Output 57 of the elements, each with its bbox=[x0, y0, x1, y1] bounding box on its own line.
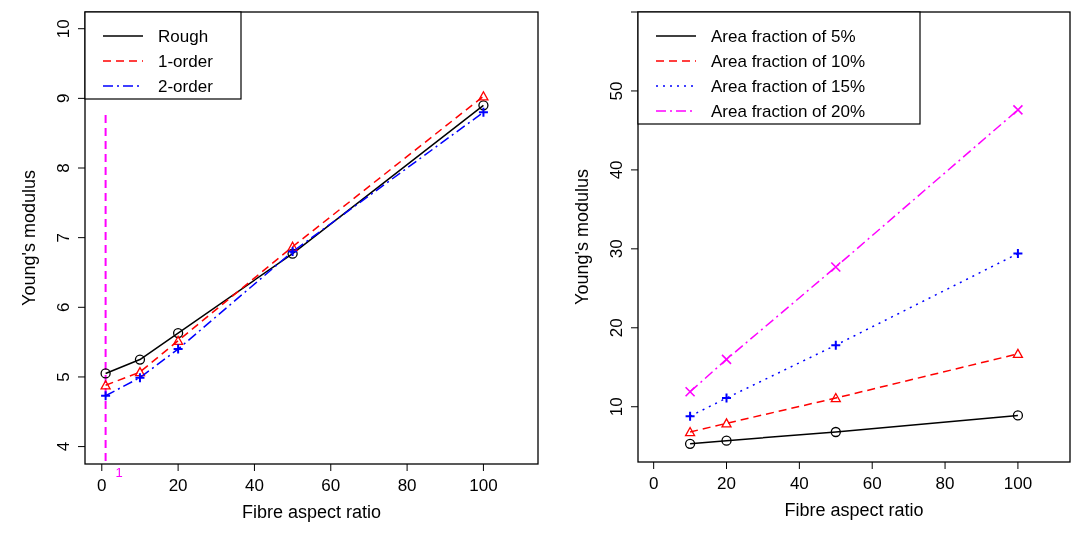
y-tick-label: 8 bbox=[54, 163, 73, 173]
point bbox=[684, 386, 696, 398]
y-axis-title: Young's modulus bbox=[572, 169, 592, 305]
point bbox=[721, 418, 732, 428]
y-tick-label: 6 bbox=[54, 302, 73, 313]
y-tick-label: 50 bbox=[607, 81, 626, 101]
point bbox=[1012, 348, 1024, 359]
y-tick-label: 10 bbox=[607, 397, 626, 417]
x-tick-label: 60 bbox=[321, 476, 341, 495]
y-tick-label: 40 bbox=[607, 160, 626, 180]
point bbox=[684, 426, 696, 437]
x-tick-label: 40 bbox=[789, 474, 809, 493]
x-tick-label: 0 bbox=[97, 476, 107, 495]
y-tick-label: 5 bbox=[54, 372, 73, 382]
legend-label: 2-order bbox=[158, 77, 214, 96]
y-axis-title: Young's modulus bbox=[19, 170, 39, 306]
x-axis-title: Fibre aspect ratio bbox=[784, 500, 924, 520]
x-tick-label: 40 bbox=[244, 476, 264, 495]
point bbox=[172, 327, 184, 339]
point bbox=[721, 435, 732, 446]
y-tick-label: 9 bbox=[54, 93, 73, 104]
point bbox=[134, 354, 146, 365]
legend-label: Area fraction of 15% bbox=[711, 77, 866, 96]
x-tick-label: 20 bbox=[717, 474, 736, 493]
ref-line-label: 1 bbox=[115, 465, 123, 480]
point bbox=[100, 368, 111, 379]
legend-label: Rough bbox=[158, 27, 209, 46]
legend-label: 1-order bbox=[158, 52, 214, 71]
x-tick-label: 60 bbox=[862, 474, 882, 493]
point bbox=[830, 392, 841, 403]
point bbox=[287, 241, 298, 251]
legend-label: Area fraction of 5% bbox=[711, 27, 856, 46]
point bbox=[830, 261, 842, 273]
x-tick-label: 80 bbox=[397, 476, 417, 495]
point bbox=[684, 438, 696, 449]
x-axis-title: Fibre aspect ratio bbox=[241, 502, 382, 522]
x-tick-label: 80 bbox=[935, 474, 955, 493]
point bbox=[134, 366, 146, 377]
point bbox=[478, 100, 489, 111]
y-tick-label: 10 bbox=[54, 19, 73, 39]
y-tick-label: 30 bbox=[607, 239, 626, 259]
point bbox=[830, 426, 841, 438]
point bbox=[721, 354, 732, 365]
legend-label: Area fraction of 10% bbox=[711, 52, 866, 71]
legend-label: Area fraction of 20% bbox=[711, 102, 866, 121]
x-tick-label: 20 bbox=[168, 476, 188, 495]
point bbox=[100, 380, 111, 390]
point bbox=[172, 335, 184, 345]
y-tick-label: 4 bbox=[54, 441, 73, 452]
x-tick-label: 0 bbox=[648, 474, 659, 493]
y-tick-label: 7 bbox=[54, 232, 73, 243]
point bbox=[1012, 104, 1024, 116]
x-tick-label: 100 bbox=[469, 476, 498, 495]
point bbox=[478, 91, 489, 101]
point bbox=[1012, 410, 1024, 421]
y-tick-label: 20 bbox=[607, 318, 626, 338]
x-tick-label: 100 bbox=[1003, 474, 1033, 493]
